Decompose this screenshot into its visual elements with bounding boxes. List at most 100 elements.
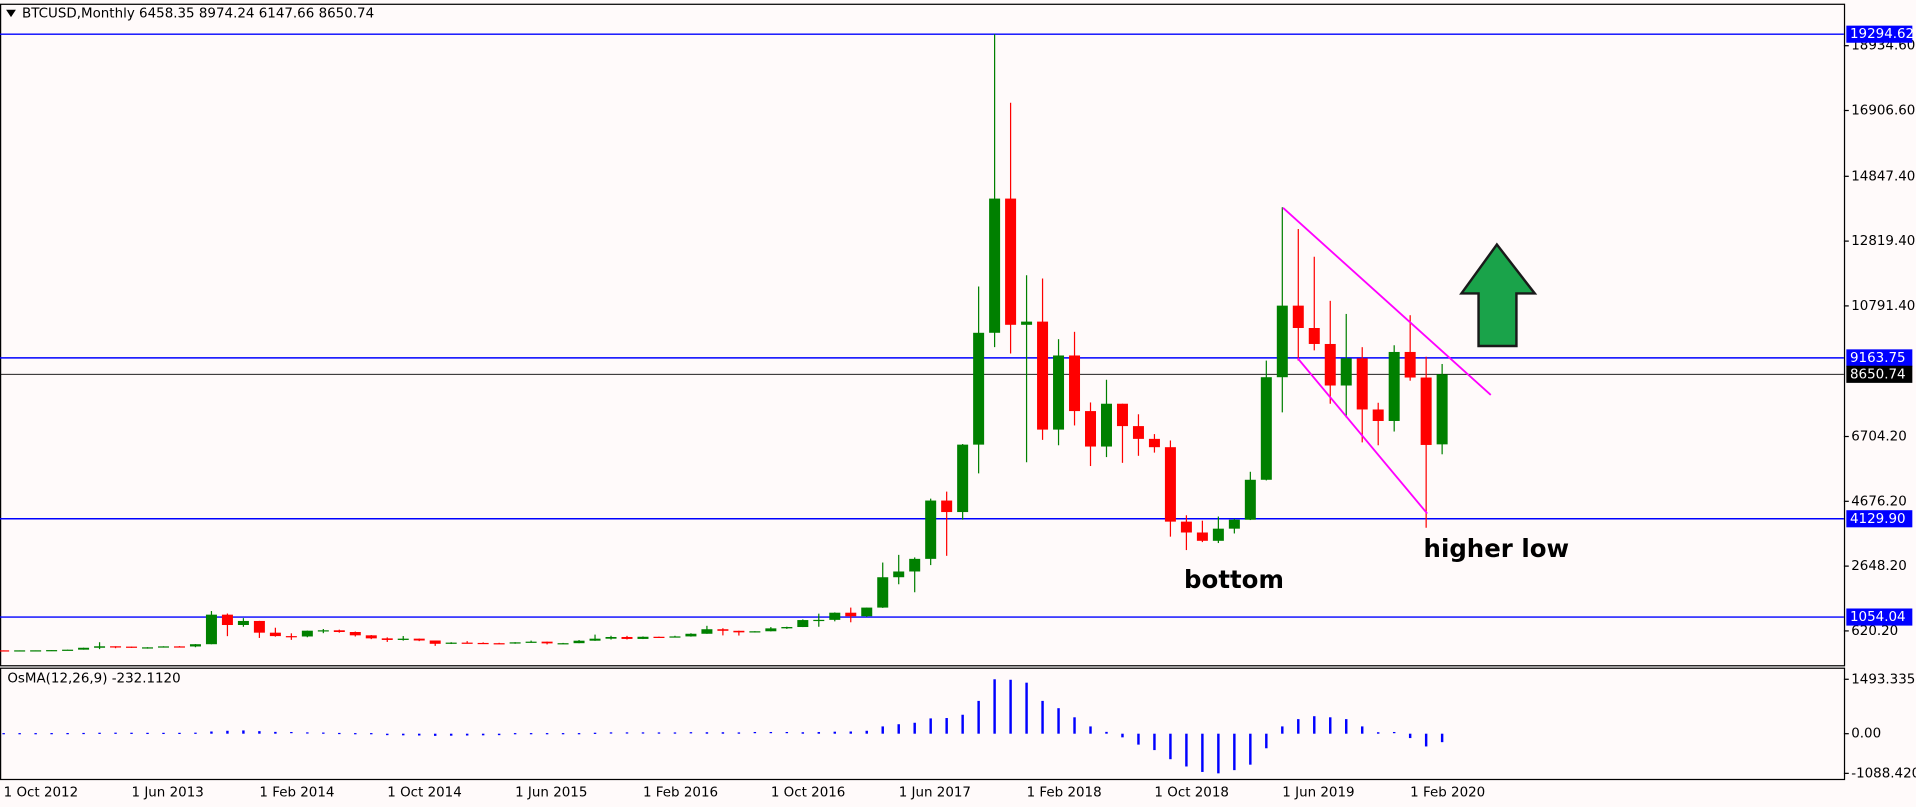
candle-body bbox=[461, 642, 473, 644]
candle-body bbox=[269, 632, 281, 637]
channel-lower bbox=[1296, 357, 1428, 515]
y-tick-label: 14847.40 bbox=[1851, 169, 1915, 184]
indicator-bar bbox=[1025, 682, 1028, 734]
candle-body bbox=[365, 635, 377, 639]
candle-body bbox=[413, 638, 425, 641]
candle-body bbox=[1021, 321, 1033, 325]
candle-body bbox=[0, 650, 10, 652]
channel-upper bbox=[1282, 207, 1492, 396]
price-panel bbox=[0, 3, 1846, 667]
candle-body bbox=[493, 643, 505, 645]
indicator-bar bbox=[1153, 733, 1156, 751]
indicator-bar bbox=[1376, 732, 1380, 734]
indicator-bar bbox=[1265, 733, 1268, 749]
indicator-bar bbox=[753, 731, 757, 734]
indicator-bar bbox=[865, 730, 868, 734]
candle-body bbox=[477, 642, 489, 645]
candle-body bbox=[989, 198, 1001, 333]
indicator-bar bbox=[50, 733, 53, 735]
annotation: bottom bbox=[1184, 565, 1284, 594]
indicator-bar bbox=[34, 733, 37, 735]
indicator-bar bbox=[817, 732, 821, 734]
candle-body bbox=[1324, 343, 1336, 386]
x-tick-label: 1 Feb 2014 bbox=[259, 785, 334, 800]
indicator-bar bbox=[418, 733, 421, 736]
y-tick-label: 12819.40 bbox=[1851, 234, 1915, 249]
candle-body bbox=[1164, 447, 1176, 522]
candle-body bbox=[46, 650, 58, 652]
candle-body bbox=[301, 630, 313, 637]
candle-body bbox=[1005, 198, 1017, 325]
x-tick-label: 1 Feb 2020 bbox=[1410, 785, 1485, 800]
indicator-bar bbox=[833, 731, 837, 734]
candle-body bbox=[62, 649, 74, 651]
indicator-bar bbox=[1185, 733, 1188, 767]
candle-body bbox=[1356, 358, 1368, 410]
indicator-bar bbox=[1233, 733, 1236, 771]
indicator-bar bbox=[913, 722, 916, 734]
header-high: 8974.24 bbox=[199, 6, 255, 21]
indicator-bar bbox=[386, 733, 389, 736]
symbol-title: BTCUSD,Monthly bbox=[22, 6, 135, 21]
candle-body bbox=[126, 646, 138, 648]
candle-body bbox=[1196, 532, 1208, 541]
candle-body bbox=[1212, 528, 1224, 541]
y-tick-label: 10791.40 bbox=[1851, 299, 1915, 314]
candle-body bbox=[909, 558, 921, 572]
indicator-bar bbox=[82, 732, 85, 735]
indicator-bar bbox=[1169, 733, 1172, 760]
candle-body bbox=[1053, 355, 1065, 430]
indicator-bar bbox=[1360, 726, 1364, 734]
indicator-bar bbox=[1345, 719, 1348, 734]
indicator-bar bbox=[1249, 733, 1252, 765]
indicator-bar bbox=[801, 732, 805, 734]
indicator-bar bbox=[1392, 731, 1396, 734]
level-label: 4129.90 bbox=[1850, 512, 1906, 527]
candle-body bbox=[893, 571, 905, 578]
indicator-bar bbox=[1073, 717, 1076, 734]
indicator-bar bbox=[1329, 717, 1332, 734]
candle-body bbox=[925, 500, 937, 559]
menu-triangle bbox=[6, 9, 16, 18]
candle-body bbox=[1308, 327, 1320, 344]
indicator-bar bbox=[1105, 731, 1108, 734]
candle-body bbox=[541, 641, 553, 644]
indicator-bar bbox=[625, 732, 629, 734]
candle-body bbox=[797, 620, 809, 628]
candle-body bbox=[1340, 358, 1352, 386]
indicator-bar bbox=[1057, 708, 1060, 734]
header-low: 6147.66 bbox=[259, 6, 315, 21]
indicator-bar bbox=[1201, 733, 1204, 772]
indicator-bar bbox=[98, 732, 101, 734]
y2-tick-label: -1088.4207 bbox=[1851, 766, 1916, 781]
level-label: 9163.75 bbox=[1850, 351, 1906, 366]
indicator-bar bbox=[1041, 700, 1044, 734]
indicator-bar bbox=[897, 724, 900, 734]
candle-body bbox=[765, 628, 777, 632]
indicator-bar bbox=[513, 733, 517, 735]
candle-body bbox=[205, 614, 217, 645]
candle-body bbox=[1244, 479, 1256, 520]
indicator-bar bbox=[258, 731, 261, 734]
indicator-bar bbox=[1217, 733, 1220, 774]
indicator-bar bbox=[1089, 726, 1092, 734]
candle-body bbox=[589, 638, 601, 641]
candle-body bbox=[1037, 321, 1049, 430]
indicator-bar bbox=[210, 731, 213, 734]
y-tick-label: 620.20 bbox=[1851, 624, 1898, 639]
y-tick-label: 6704.20 bbox=[1851, 430, 1907, 445]
candle-body bbox=[94, 646, 106, 648]
x-tick-label: 1 Oct 2018 bbox=[1154, 785, 1229, 800]
indicator-bar bbox=[657, 732, 661, 734]
y-tick-label: 16906.60 bbox=[1851, 103, 1915, 118]
candle-body bbox=[173, 646, 185, 648]
indicator-bar bbox=[961, 714, 964, 734]
y-tick-label: 2648.20 bbox=[1851, 559, 1907, 574]
candle-body bbox=[157, 646, 169, 648]
candle-body bbox=[1132, 426, 1144, 439]
indicator-bar bbox=[673, 732, 677, 734]
candle-body bbox=[445, 642, 457, 644]
candle-body bbox=[237, 620, 249, 626]
x-tick-label: 1 Feb 2018 bbox=[1027, 785, 1102, 800]
candle-body bbox=[1292, 305, 1304, 328]
